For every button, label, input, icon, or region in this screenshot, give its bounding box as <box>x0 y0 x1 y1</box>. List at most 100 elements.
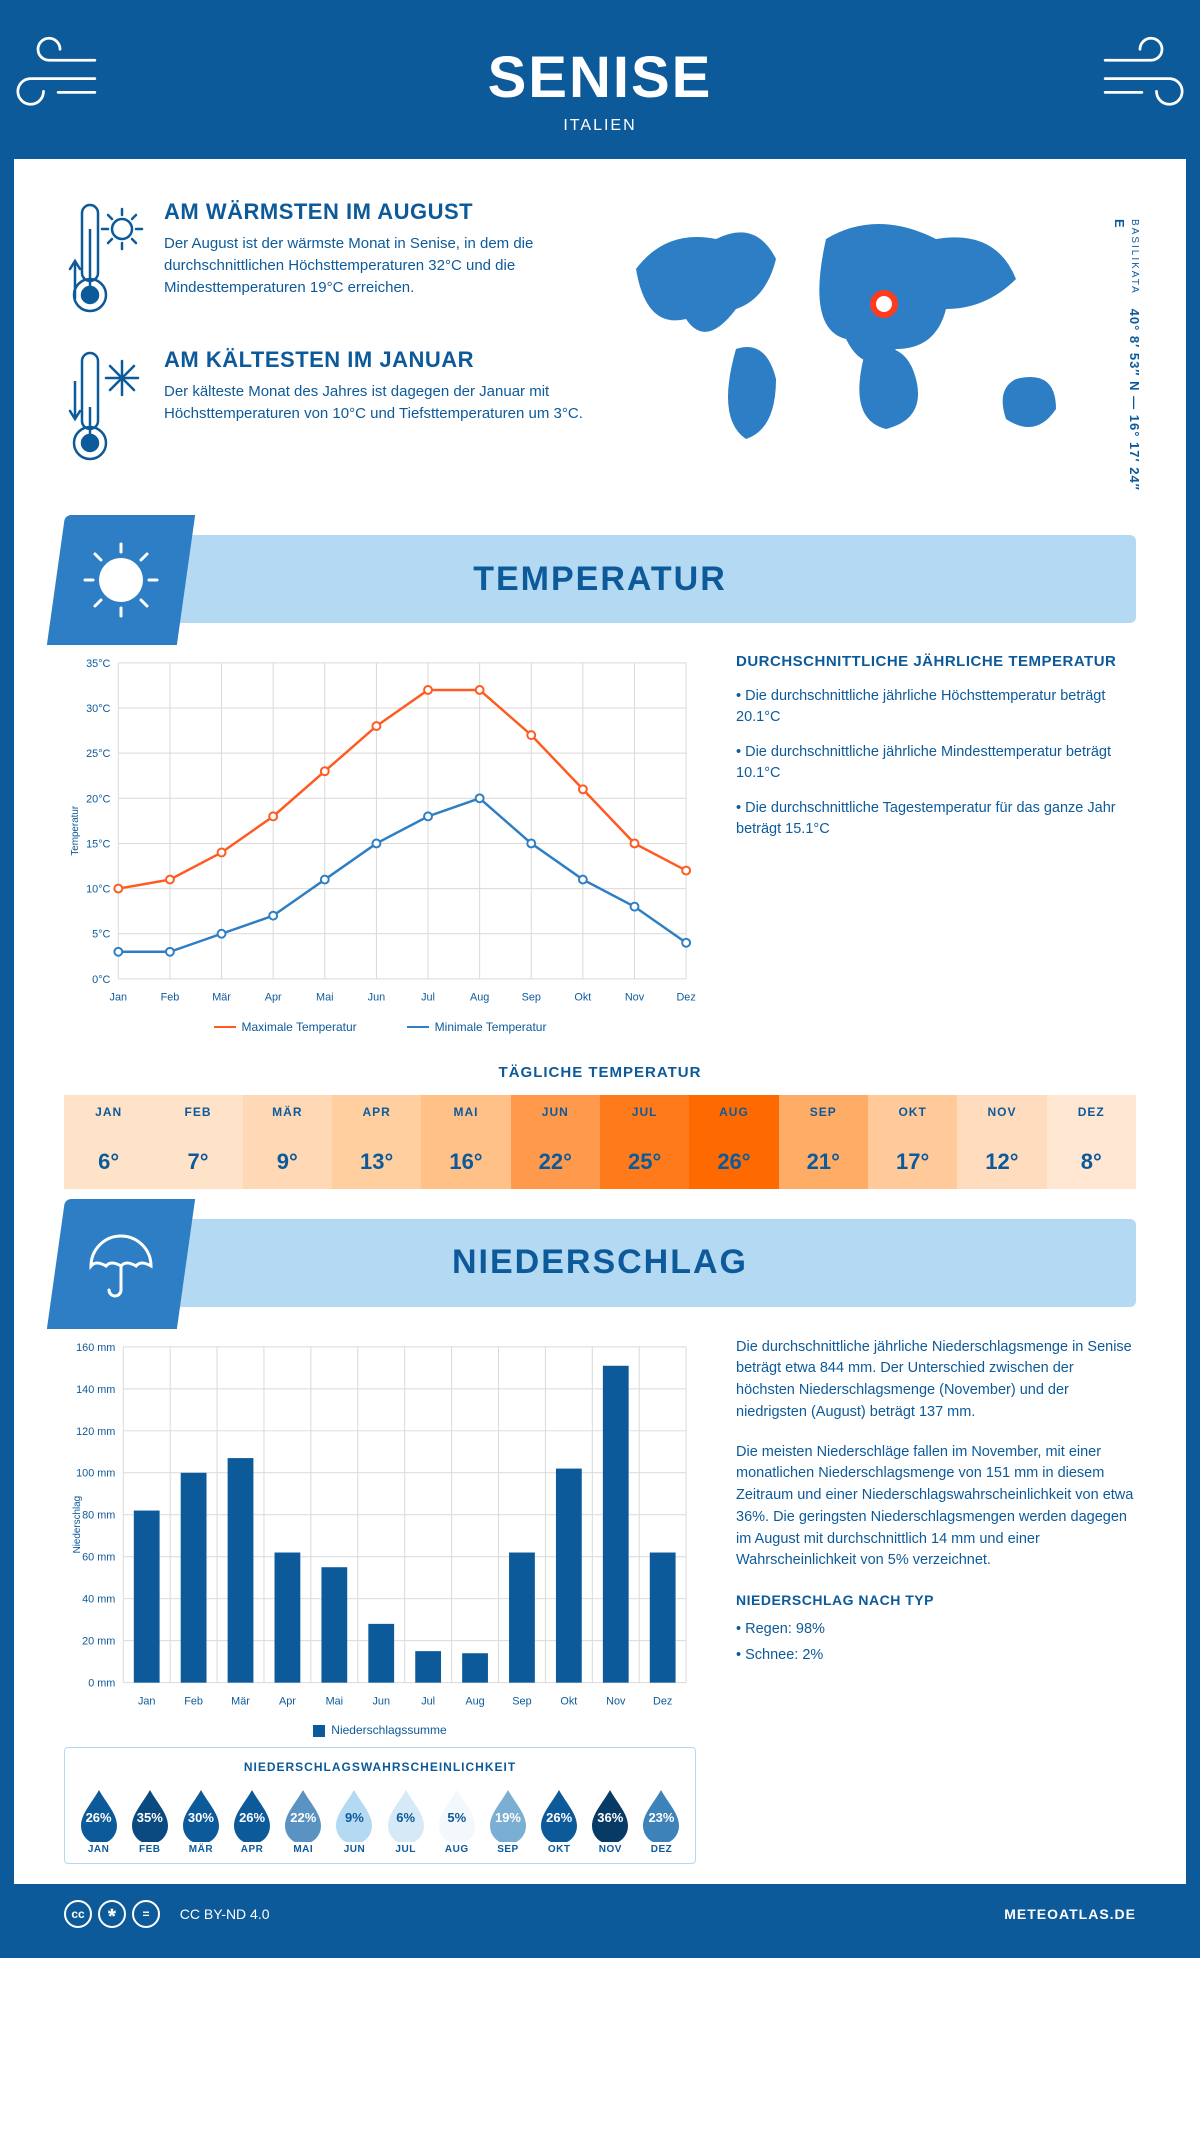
svg-text:Feb: Feb <box>184 1695 203 1707</box>
svg-text:100 mm: 100 mm <box>76 1467 115 1479</box>
svg-text:Temperatur: Temperatur <box>70 805 81 856</box>
probability-drop: 19%SEP <box>482 1788 533 1855</box>
site-credit: METEOATLAS.DE <box>1004 1906 1136 1922</box>
temperature-title: TEMPERATUR <box>473 560 727 599</box>
svg-text:Aug: Aug <box>470 992 489 1004</box>
svg-text:Apr: Apr <box>279 1695 296 1707</box>
coordinates: BASILIKATA 40° 8′ 53″ N — 16° 17′ 24″ E <box>1112 219 1142 495</box>
svg-text:Mai: Mai <box>326 1695 344 1707</box>
probability-drop: 23%DEZ <box>636 1788 687 1855</box>
probability-drop: 30%MÄR <box>175 1788 226 1855</box>
svg-text:Niederschlag: Niederschlag <box>72 1495 83 1553</box>
probability-drop: 9%JUN <box>329 1788 380 1855</box>
svg-text:30°C: 30°C <box>86 703 110 715</box>
svg-text:Jul: Jul <box>421 1695 435 1707</box>
svg-text:80 mm: 80 mm <box>82 1509 115 1521</box>
warmest-fact: AM WÄRMSTEN IM AUGUST Der August ist der… <box>64 199 586 319</box>
infographic-frame: SENISE ITALIEN AM WÄRMSTEN IM AUGUST Der… <box>0 0 1200 1958</box>
cold-title: AM KÄLTESTEN IM JANUAR <box>164 347 586 373</box>
by-icon: 🞲 <box>98 1900 126 1928</box>
probability-drop: 5%AUG <box>431 1788 482 1855</box>
legend-min: Minimale Temperatur <box>407 1020 547 1034</box>
svg-text:0°C: 0°C <box>92 974 110 986</box>
world-map-icon <box>616 199 1136 459</box>
temperature-line-chart: 0°C5°C10°C15°C20°C25°C30°C35°CJanFebMärA… <box>64 653 696 1034</box>
probability-box: NIEDERSCHLAGSWAHRSCHEINLICHKEIT 26%JAN35… <box>64 1747 696 1864</box>
daily-temp-cell: MÄR9° <box>243 1095 332 1189</box>
svg-text:Sep: Sep <box>522 992 541 1004</box>
svg-text:140 mm: 140 mm <box>76 1383 115 1395</box>
svg-text:Okt: Okt <box>560 1695 577 1707</box>
svg-text:20 mm: 20 mm <box>82 1635 115 1647</box>
svg-text:Jul: Jul <box>421 992 435 1004</box>
probability-drop: 26%JAN <box>73 1788 124 1855</box>
daily-temp-title: TÄGLICHE TEMPERATUR <box>14 1064 1186 1081</box>
nd-icon: = <box>132 1900 160 1928</box>
svg-text:20°C: 20°C <box>86 793 110 805</box>
probability-drop: 22%MAI <box>278 1788 329 1855</box>
svg-text:160 mm: 160 mm <box>76 1341 115 1353</box>
cc-license: cc 🞲 = CC BY-ND 4.0 <box>64 1900 270 1928</box>
svg-text:Mai: Mai <box>316 992 334 1004</box>
precipitation-title: NIEDERSCHLAG <box>452 1243 748 1282</box>
thermometer-hot-icon <box>64 199 144 319</box>
svg-text:Aug: Aug <box>465 1695 484 1707</box>
precipitation-bar-chart: 0 mm 20 mm 40 mm 60 mm 80 mm 100 mm 120 mm 140 … <box>64 1337 696 1737</box>
svg-text:Mär: Mär <box>231 1695 250 1707</box>
svg-text:40 mm: 40 mm <box>82 1593 115 1605</box>
probability-drop: 36%NOV <box>585 1788 636 1855</box>
thermometer-cold-icon <box>64 347 144 467</box>
probability-drop: 26%APR <box>227 1788 278 1855</box>
svg-text:Sep: Sep <box>512 1695 531 1707</box>
sun-icon <box>47 515 195 645</box>
country-subtitle: ITALIEN <box>14 117 1186 135</box>
svg-text:Dez: Dez <box>653 1695 672 1707</box>
probability-title: NIEDERSCHLAGSWAHRSCHEINLICHKEIT <box>73 1760 687 1774</box>
precipitation-banner: NIEDERSCHLAG <box>64 1219 1136 1307</box>
cold-text: Der kälteste Monat des Jahres ist dagege… <box>164 381 586 425</box>
warm-text: Der August ist der wärmste Monat in Seni… <box>164 233 586 298</box>
daily-temp-cell: JUN22° <box>511 1095 600 1189</box>
daily-temp-cell: APR13° <box>332 1095 421 1189</box>
svg-text:15°C: 15°C <box>86 838 110 850</box>
daily-temp-cell: FEB7° <box>153 1095 242 1189</box>
coldest-fact: AM KÄLTESTEN IM JANUAR Der kälteste Mona… <box>64 347 586 467</box>
daily-temp-cell: SEP21° <box>779 1095 868 1189</box>
svg-text:Jan: Jan <box>138 1695 156 1707</box>
daily-temp-cell: OKT17° <box>868 1095 957 1189</box>
svg-text:35°C: 35°C <box>86 658 110 670</box>
svg-text:Dez: Dez <box>676 992 695 1004</box>
wind-icon <box>1096 34 1200 114</box>
daily-temp-cell: AUG26° <box>689 1095 778 1189</box>
svg-text:Apr: Apr <box>265 992 282 1004</box>
header: SENISE ITALIEN <box>14 14 1186 159</box>
legend-max: Maximale Temperatur <box>214 1020 357 1034</box>
daily-temp-cell: DEZ8° <box>1047 1095 1136 1189</box>
cc-icon: cc <box>64 1900 92 1928</box>
svg-text:Feb: Feb <box>161 992 180 1004</box>
footer: cc 🞲 = CC BY-ND 4.0 METEOATLAS.DE <box>14 1884 1186 1944</box>
svg-text:120 mm: 120 mm <box>76 1425 115 1437</box>
intro-row: AM WÄRMSTEN IM AUGUST Der August ist der… <box>14 159 1186 525</box>
probability-drop: 35%FEB <box>124 1788 175 1855</box>
svg-text:Jun: Jun <box>368 992 386 1004</box>
svg-text:Mär: Mär <box>212 992 231 1004</box>
daily-temperature-table: JAN6°FEB7°MÄR9°APR13°MAI16°JUN22°JUL25°A… <box>64 1095 1136 1189</box>
warm-title: AM WÄRMSTEN IM AUGUST <box>164 199 586 225</box>
legend-precip: Niederschlagssumme <box>64 1723 696 1737</box>
svg-text:10°C: 10°C <box>86 884 110 896</box>
probability-drop: 6%JUL <box>380 1788 431 1855</box>
svg-text:25°C: 25°C <box>86 748 110 760</box>
svg-text:60 mm: 60 mm <box>82 1551 115 1563</box>
svg-text:0 mm: 0 mm <box>88 1677 115 1689</box>
city-title: SENISE <box>14 44 1186 111</box>
umbrella-icon <box>47 1199 195 1329</box>
temperature-summary: DURCHSCHNITTLICHE JÄHRLICHE TEMPERATUR •… <box>736 653 1136 1034</box>
temperature-banner: TEMPERATUR <box>64 535 1136 623</box>
svg-text:Okt: Okt <box>574 992 591 1004</box>
precipitation-summary: Die durchschnittliche jährliche Niedersc… <box>736 1337 1136 1864</box>
daily-temp-cell: JUL25° <box>600 1095 689 1189</box>
daily-temp-cell: MAI16° <box>421 1095 510 1189</box>
daily-temp-cell: JAN6° <box>64 1095 153 1189</box>
svg-text:Jan: Jan <box>110 992 128 1004</box>
